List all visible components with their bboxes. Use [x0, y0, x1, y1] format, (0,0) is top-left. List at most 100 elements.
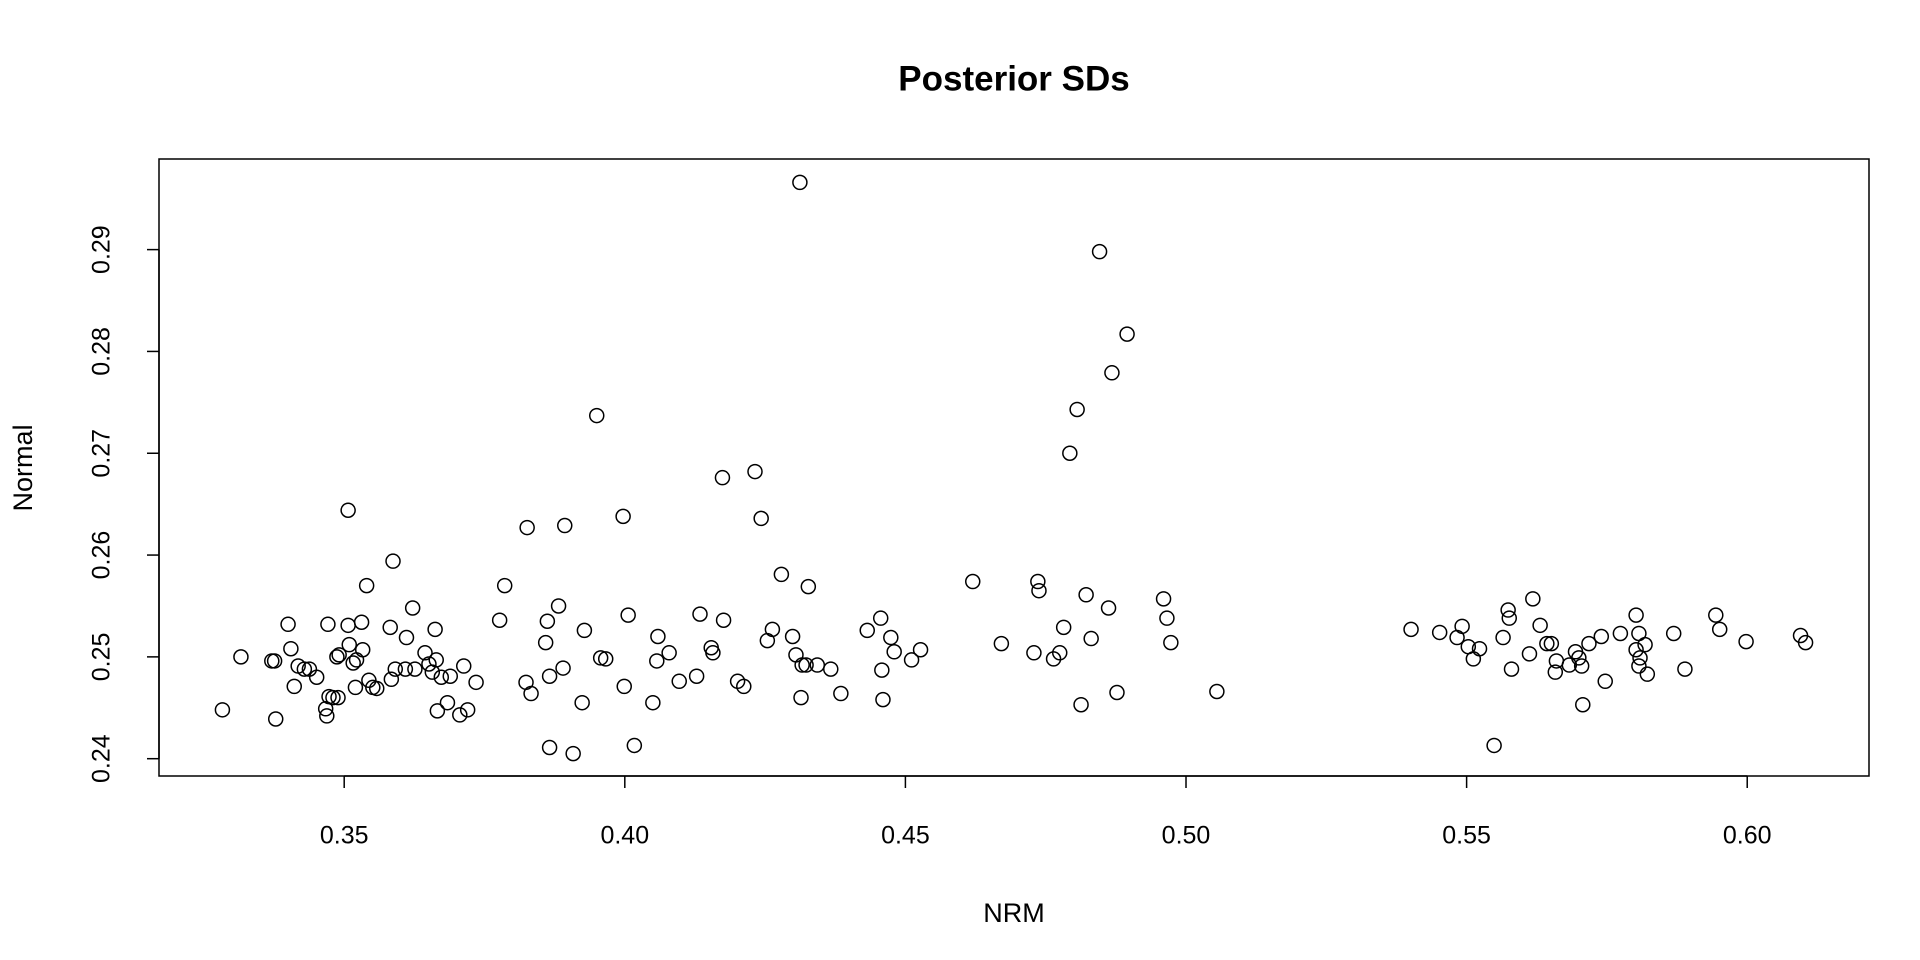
point: [872, 610, 889, 626]
point: [296, 661, 313, 677]
point: [1091, 243, 1108, 260]
point: [1503, 661, 1520, 677]
point: [459, 702, 476, 718]
point: [715, 612, 732, 628]
point: [794, 657, 810, 673]
point: [1665, 625, 1682, 642]
point: [645, 694, 661, 711]
point: [1465, 651, 1482, 667]
point: [793, 689, 809, 706]
point: [320, 616, 336, 633]
point: [452, 707, 468, 723]
point: [1597, 673, 1613, 690]
point: [1573, 658, 1590, 674]
point: [875, 691, 891, 708]
point: [428, 652, 444, 668]
point: [1543, 635, 1560, 652]
y-tick-label: 0.29: [88, 225, 116, 274]
point: [1026, 645, 1042, 661]
point: [747, 463, 763, 480]
point: [417, 645, 433, 661]
point: [688, 668, 705, 684]
point: [736, 678, 752, 695]
point: [1708, 607, 1724, 623]
point: [729, 673, 746, 690]
point: [886, 644, 902, 660]
point: [1119, 326, 1135, 342]
point: [1495, 629, 1511, 646]
point: [1431, 624, 1448, 641]
point: [1677, 661, 1693, 677]
point: [1045, 651, 1062, 667]
point: [616, 678, 632, 695]
point: [1581, 635, 1597, 652]
point: [1078, 587, 1094, 603]
point: [385, 553, 401, 569]
point: [1639, 666, 1656, 682]
point: [1100, 600, 1117, 616]
point: [368, 680, 385, 697]
point: [1055, 619, 1072, 636]
point: [382, 619, 398, 636]
point: [353, 614, 370, 631]
point: [550, 598, 567, 614]
point: [965, 573, 981, 590]
point: [1628, 641, 1644, 658]
y-tick-label: 0.27: [88, 429, 116, 478]
point: [912, 641, 929, 658]
point: [329, 649, 345, 665]
point: [784, 628, 801, 645]
point: [1738, 633, 1754, 650]
point: [615, 508, 631, 525]
point: [383, 671, 400, 688]
point: [427, 621, 443, 638]
point: [903, 652, 920, 668]
point: [455, 658, 472, 674]
y-tick-label: 0.28: [88, 327, 116, 376]
x-tick-label: 0.40: [600, 822, 649, 850]
point: [1631, 658, 1647, 674]
point: [283, 640, 299, 657]
point: [576, 622, 593, 639]
point: [650, 628, 666, 645]
point: [705, 645, 721, 661]
point: [1104, 365, 1120, 381]
point: [1403, 621, 1419, 638]
y-tick-label: 0.24: [88, 734, 116, 783]
y-tick-label: 0.26: [88, 531, 116, 580]
point: [1711, 621, 1728, 638]
point: [1062, 445, 1078, 461]
point: [233, 649, 249, 665]
x-tick-label: 0.45: [881, 822, 930, 850]
point: [1628, 607, 1644, 623]
point: [1073, 696, 1089, 713]
point: [764, 621, 781, 638]
point: [714, 469, 731, 486]
point: [331, 647, 347, 663]
point: [340, 502, 356, 519]
point: [442, 668, 459, 684]
point: [1500, 602, 1516, 618]
point: [1159, 610, 1175, 626]
point: [874, 662, 890, 678]
x-tick-label: 0.35: [320, 822, 369, 850]
point: [565, 745, 581, 762]
y-axis-title: Normal: [8, 424, 38, 511]
point: [1539, 635, 1555, 652]
point: [348, 652, 365, 668]
point: [325, 689, 341, 706]
point: [597, 651, 614, 667]
point: [671, 673, 687, 690]
point: [1571, 650, 1587, 666]
point: [1525, 591, 1541, 607]
point: [1797, 634, 1814, 651]
point: [1083, 630, 1099, 647]
point: [1030, 573, 1046, 590]
point: [592, 650, 609, 666]
point: [340, 617, 356, 634]
point: [692, 606, 708, 622]
point: [1454, 618, 1470, 635]
x-tick-label: 0.55: [1442, 822, 1491, 850]
point: [519, 519, 535, 536]
